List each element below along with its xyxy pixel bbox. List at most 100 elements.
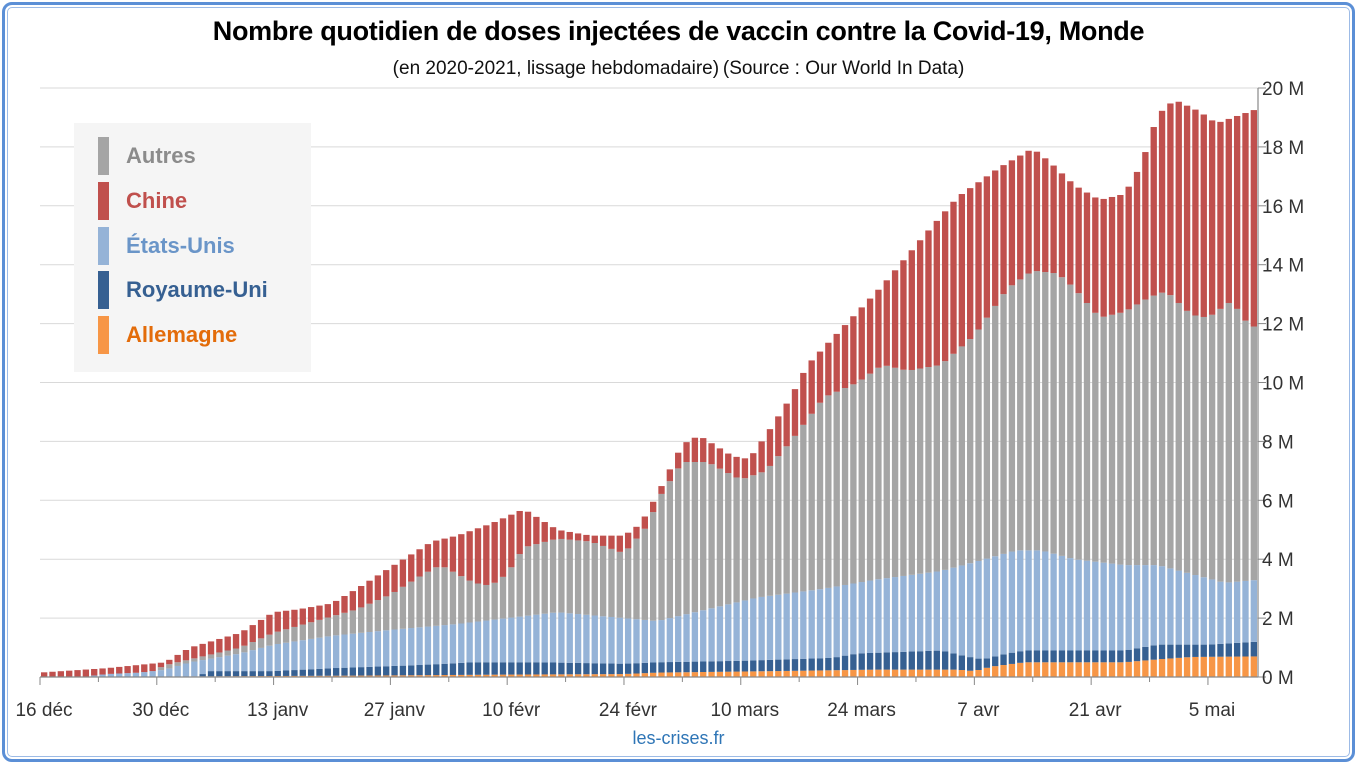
- bar-segment-royaume-uni: [1025, 650, 1032, 663]
- bar-segment-royaume-uni: [1200, 644, 1207, 657]
- bar-segment-royaume-uni: [1217, 643, 1224, 657]
- bar-segment-autres: [1217, 308, 1224, 582]
- bar-segment-autres: [1025, 273, 1032, 551]
- bar-segment-royaume-uni: [800, 658, 807, 671]
- bar-segment-chine: [916, 240, 924, 369]
- bar-segment-autres: [1150, 295, 1157, 566]
- bar-segment-chine: [1117, 195, 1124, 313]
- bar-segment-etats-unis: [616, 617, 623, 664]
- bar-segment-allemagne: [508, 674, 515, 677]
- bar-segment-etats-unis: [950, 567, 957, 654]
- bar-segment-allemagne: [516, 674, 523, 677]
- bar-segment-allemagne: [366, 675, 373, 677]
- bar-segment-allemagne: [633, 673, 640, 677]
- bar-segment-chine: [533, 516, 540, 545]
- bar-segment-autres: [708, 464, 715, 609]
- bar-segment-chine: [816, 351, 824, 403]
- bar-segment-etats-unis: [633, 619, 640, 664]
- bar-segment-autres: [266, 634, 273, 646]
- bar-segment-allemagne: [850, 669, 857, 677]
- bar-segment-chine: [691, 437, 699, 463]
- legend: Autres Chine États-Unis Royaume-Uni Alle…: [74, 123, 311, 372]
- bar-segment-royaume-uni: [533, 662, 540, 675]
- bar-segment-chine: [591, 535, 598, 543]
- legend-swatch-royaume-uni: [98, 271, 109, 309]
- bar-segment-allemagne: [1250, 656, 1257, 677]
- bar-segment-etats-unis: [992, 556, 999, 657]
- bar-segment-allemagne: [624, 673, 632, 677]
- bar-segment-etats-unis: [700, 610, 707, 662]
- bar-segment-allemagne: [566, 674, 573, 677]
- bar-segment-etats-unis: [658, 620, 665, 663]
- bar-segment-chine: [1142, 152, 1149, 300]
- bar-segment-allemagne: [1167, 658, 1174, 677]
- bar-segment-chine: [1192, 109, 1199, 316]
- bar-segment-royaume-uni: [1175, 644, 1182, 658]
- bar-segment-allemagne: [725, 671, 732, 677]
- bar-segment-chine: [800, 372, 807, 425]
- bar-segment-autres: [1183, 310, 1191, 573]
- bar-segment-etats-unis: [366, 631, 373, 667]
- bar-segment-autres: [1158, 292, 1166, 567]
- bar-segment-allemagne: [583, 674, 590, 677]
- bar-segment-royaume-uni: [591, 663, 598, 675]
- bar-segment-chine: [1225, 118, 1232, 303]
- bar-segment-etats-unis: [483, 620, 490, 663]
- bar-segment-etats-unis: [825, 587, 832, 658]
- bar-segment-allemagne: [324, 675, 331, 677]
- bar-segment-chine: [1025, 150, 1032, 274]
- bar-segment-royaume-uni: [683, 661, 690, 673]
- bar-segment-autres: [1050, 273, 1057, 554]
- bar-segment-chine: [458, 534, 465, 577]
- bar-segment-chine: [1150, 127, 1157, 296]
- bar-segment-royaume-uni: [199, 674, 206, 677]
- bar-segment-autres: [1192, 315, 1199, 576]
- bar-segment-royaume-uni: [624, 663, 632, 674]
- bar-segment-etats-unis: [891, 577, 899, 653]
- bar-segment-etats-unis: [791, 592, 799, 660]
- bar-segment-royaume-uni: [458, 662, 465, 675]
- bar-segment-chine: [967, 188, 974, 340]
- bar-segment-autres: [1033, 271, 1041, 551]
- bar-segment-etats-unis: [1175, 570, 1182, 645]
- bar-segment-royaume-uni: [1142, 646, 1149, 661]
- bar-segment-allemagne: [399, 675, 407, 677]
- bar-segment-chine: [866, 298, 874, 374]
- bar-segment-allemagne: [1117, 662, 1124, 677]
- bar-segment-royaume-uni: [775, 659, 782, 672]
- bar-segment-autres: [324, 617, 331, 637]
- bar-segment-chine: [107, 667, 115, 674]
- bar-segment-royaume-uni: [1150, 645, 1157, 660]
- bar-segment-chine: [583, 534, 590, 542]
- bar-segment-royaume-uni: [232, 671, 240, 677]
- bar-segment-chine: [933, 220, 940, 366]
- bar-segment-autres: [675, 468, 682, 617]
- bar-segment-etats-unis: [1117, 564, 1124, 651]
- bar-segment-etats-unis: [816, 589, 824, 659]
- bar-segment-royaume-uni: [1158, 644, 1166, 660]
- bar-segment-etats-unis: [474, 621, 482, 663]
- bar-segment-chine: [1125, 186, 1132, 310]
- bar-segment-chine: [666, 469, 674, 482]
- bar-segment-chine: [82, 669, 90, 677]
- bar-segment-autres: [1075, 293, 1082, 560]
- bar-segment-royaume-uni: [666, 662, 674, 673]
- y-tick-label: 4 M: [1262, 550, 1294, 571]
- legend-label: Chine: [126, 188, 188, 213]
- bar-segment-chine: [66, 670, 73, 677]
- bar-segment-royaume-uni: [1017, 651, 1024, 663]
- bar-segment-chine: [883, 280, 890, 366]
- bar-segment-royaume-uni: [883, 652, 890, 670]
- bar-segment-allemagne: [733, 671, 740, 677]
- bar-segment-etats-unis: [1183, 572, 1191, 645]
- bar-segment-chine: [433, 540, 440, 568]
- bar-segment-etats-unis: [116, 673, 123, 677]
- bar-segment-allemagne: [683, 672, 690, 677]
- bar-segment-royaume-uni: [274, 670, 281, 676]
- bar-segment-etats-unis: [216, 657, 223, 672]
- bar-segment-etats-unis: [499, 618, 507, 663]
- bar-segment-chine: [908, 250, 915, 370]
- bar-segment-autres: [449, 571, 457, 625]
- bar-segment-allemagne: [708, 671, 715, 677]
- bar-segment-royaume-uni: [266, 671, 273, 677]
